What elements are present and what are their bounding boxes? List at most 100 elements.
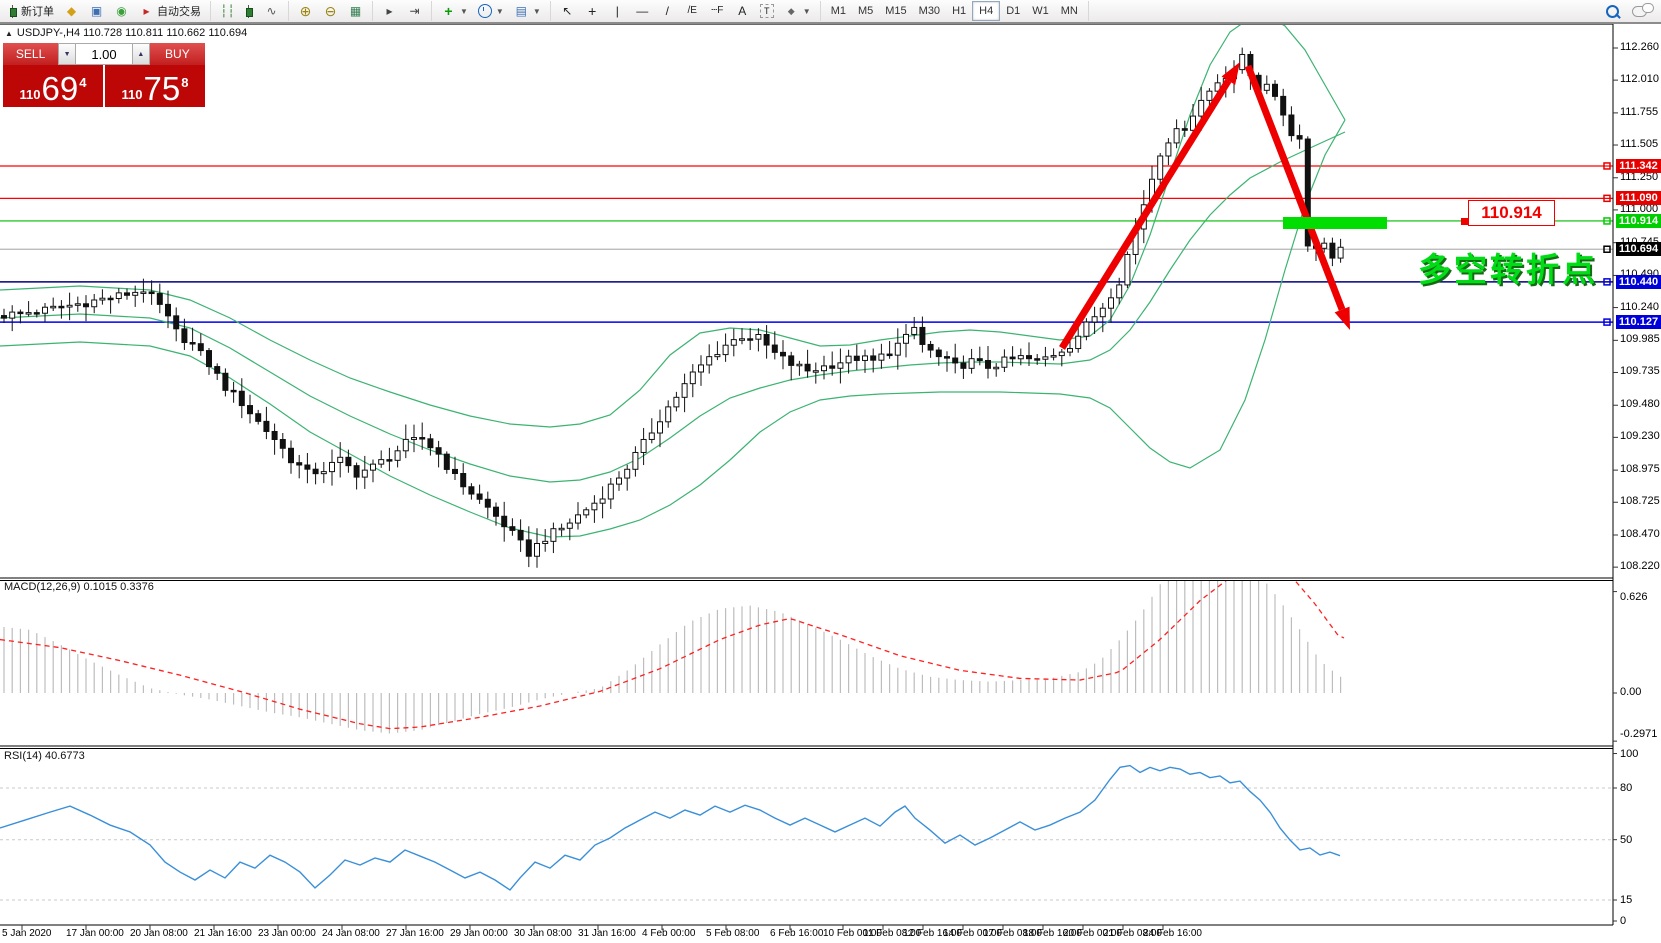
indicators-caret-icon: ▼ — [460, 6, 468, 16]
volume-increase-button[interactable]: ▲ — [132, 43, 150, 65]
zoom-in-button[interactable]: ⊕ — [294, 1, 317, 21]
one-click-trading-panel: SELL ▼ ▲ BUY 110 69 4 110 75 8 — [3, 43, 205, 107]
price-tag: 110.440 — [1616, 274, 1661, 289]
timeframe-m30[interactable]: M30 — [918, 5, 941, 17]
price-tick-label: 108.220 — [1620, 560, 1660, 573]
line-chart-button[interactable]: ∿ — [260, 1, 283, 21]
turn-price-label[interactable]: 110.914 — [1468, 200, 1555, 226]
line-chart-icon: ∿ — [266, 4, 277, 18]
chart-shift-button[interactable]: ⇥ — [403, 1, 426, 21]
time-tick-label: 5 Jan 2020 — [2, 928, 52, 939]
price-tick-label: 109.985 — [1620, 333, 1660, 346]
timeframe-h4[interactable]: H4 — [972, 1, 1001, 21]
time-tick-label: 30 Jan 08:00 — [514, 928, 572, 939]
time-tick-label: 4 Feb 00:00 — [642, 928, 696, 939]
collapse-panel-icon[interactable]: ▲ — [5, 28, 13, 38]
price-tag: 110.694 — [1616, 242, 1661, 257]
autotrade-icon: ▸ — [143, 4, 150, 18]
chart-shift-icon: ⇥ — [409, 4, 420, 18]
timeframe-m15[interactable]: M15 — [885, 5, 907, 17]
macd-axis-label: 0.626 — [1620, 590, 1648, 603]
toolbar-group-drawing: ↖ + | — / /E ┄F A T ◆ ▼ — [551, 1, 821, 21]
arrows-tool-button[interactable]: ◆ ▼ — [780, 1, 815, 21]
periods-button[interactable]: ▼ — [474, 1, 508, 21]
signals-icon: ◉ — [116, 4, 127, 18]
turn-price-anchor[interactable] — [1461, 218, 1468, 225]
timeframe-h1[interactable]: H1 — [952, 5, 967, 17]
timeframe-d1[interactable]: D1 — [1006, 5, 1021, 17]
volume-decrease-button[interactable]: ▼ — [58, 43, 76, 65]
zoom-out-button[interactable]: ⊖ — [319, 1, 342, 21]
time-tick-label: 17 Jan 00:00 — [66, 928, 124, 939]
sell-price-prefix: 110 — [19, 87, 41, 102]
price-tick-label: 108.725 — [1620, 495, 1660, 508]
text-label-tool-button[interactable]: T — [756, 1, 778, 21]
time-tick-label: 10 Feb 00:00 — [823, 928, 882, 939]
horizontal-line-icon: — — [636, 4, 649, 18]
sell-button[interactable]: SELL — [3, 43, 59, 65]
templates-button[interactable]: ▤ ▼ — [510, 1, 545, 21]
new-order-icon — [9, 4, 18, 18]
bar-chart-button[interactable]: ┆┆ — [216, 1, 239, 21]
tile-windows-button[interactable]: ▦ — [344, 1, 367, 21]
time-tick-label: 18 Feb 16:00 — [1023, 928, 1082, 939]
price-tick-label: 111.755 — [1620, 105, 1659, 118]
time-tick-label: 14 Feb 00:00 — [943, 928, 1002, 939]
chat-icon — [1632, 2, 1654, 17]
timeframe-w1[interactable]: W1 — [1032, 5, 1049, 17]
price-tag: 110.127 — [1616, 315, 1661, 330]
rsi-axis-label: 15 — [1620, 893, 1633, 906]
price-tick-label: 111.505 — [1620, 138, 1659, 151]
autotrade-button[interactable]: ▸ 自动交易 — [135, 1, 205, 21]
turn-point-text[interactable]: 多空转折点 — [1418, 251, 1598, 288]
cursor-tool-button[interactable]: ↖ — [556, 1, 579, 21]
toolbar-group-trading: 新订单 ◆ ▣ ◉ ▸ 自动交易 — [0, 1, 211, 21]
time-tick-label: 12 Feb 16:00 — [903, 928, 962, 939]
buy-button[interactable]: BUY — [149, 43, 205, 65]
indicators-button[interactable]: + ▼ — [437, 1, 472, 21]
sell-price-main: 69 — [41, 70, 79, 108]
buy-price-pip: 8 — [181, 75, 189, 90]
buy-price-prefix: 110 — [121, 87, 143, 102]
arrows-caret-icon: ▼ — [802, 6, 811, 16]
candlestick-chart-button[interactable] — [241, 1, 258, 21]
gold-button[interactable]: ◆ — [60, 1, 83, 21]
volume-input[interactable] — [76, 43, 132, 65]
templates-caret-icon: ▼ — [532, 6, 541, 16]
new-order-button[interactable]: 新订单 — [5, 1, 58, 21]
auto-scroll-button[interactable]: ▸ — [378, 1, 401, 21]
crosshair-tool-button[interactable]: + — [581, 1, 604, 21]
horizontal-line-tool-button[interactable]: — — [631, 1, 654, 21]
symbol-info-bar: ▲ USDJPY-,H4 110.728 110.811 110.662 110… — [5, 27, 247, 39]
autotrade-label: 自动交易 — [157, 6, 201, 18]
vertical-line-tool-button[interactable]: | — [606, 1, 629, 21]
timeframe-m1[interactable]: M1 — [830, 5, 846, 17]
search-button[interactable] — [1602, 1, 1626, 21]
time-tick-label: 21 Feb 08:00 — [1103, 928, 1162, 939]
price-tick-label: 112.010 — [1620, 73, 1659, 86]
macd-label: MACD(12,26,9) 0.1015 0.3376 — [4, 581, 154, 593]
timeframe-mn[interactable]: MN — [1060, 5, 1078, 17]
time-tick-label: 11 Feb 08:00 — [863, 928, 922, 939]
rsi-label: RSI(14) 40.6773 — [4, 750, 85, 762]
terminal-icon: ▣ — [90, 4, 103, 18]
time-tick-label: 27 Jan 16:00 — [386, 928, 444, 939]
price-tag: 110.914 — [1616, 213, 1661, 228]
fibonacci-tool-button[interactable]: ┄F — [706, 1, 729, 21]
price-tick-label: 110.240 — [1620, 300, 1659, 313]
buy-price-display[interactable]: 110 75 8 — [105, 65, 205, 107]
sell-price-display[interactable]: 110 69 4 — [3, 65, 105, 107]
channel-tool-button[interactable]: /E — [681, 1, 704, 21]
trendline-tool-button[interactable]: / — [656, 1, 679, 21]
channel-icon: /E — [687, 5, 697, 16]
signals-button[interactable]: ◉ — [110, 1, 133, 21]
terminal-button[interactable]: ▣ — [85, 1, 108, 21]
chat-button[interactable] — [1628, 1, 1654, 21]
text-tool-button[interactable]: A — [731, 1, 754, 21]
rsi-axis-label: 100 — [1620, 747, 1639, 760]
toolbar-group-scroll: ▸ ⇥ — [373, 1, 432, 21]
timeframe-m5[interactable]: M5 — [857, 5, 874, 17]
time-tick-label: 20 Jan 08:00 — [130, 928, 188, 939]
price-tag: 111.090 — [1616, 191, 1661, 206]
